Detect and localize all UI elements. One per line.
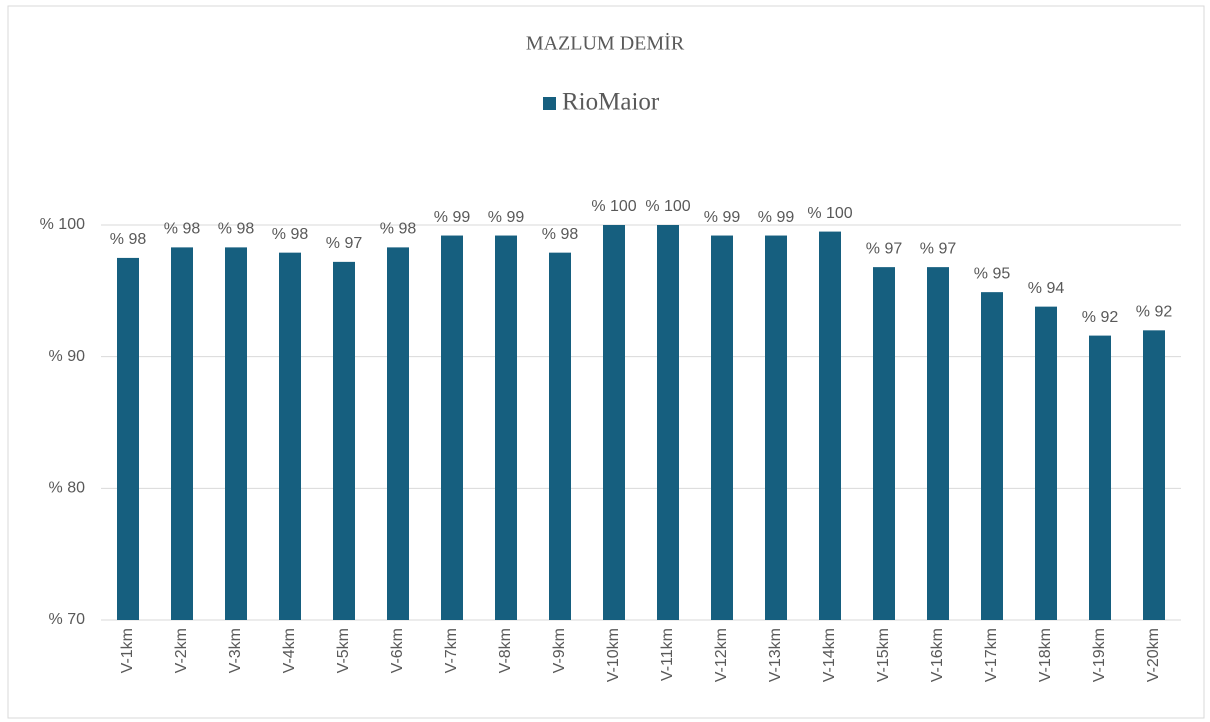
data-label: % 99 <box>488 209 525 226</box>
x-tick-label: V-11km <box>659 628 676 681</box>
x-tick-label: V-10km <box>605 628 622 682</box>
bar <box>765 235 787 621</box>
x-tick-label: V-9km <box>551 628 568 673</box>
data-label: % 97 <box>920 240 957 257</box>
bar <box>225 247 247 620</box>
x-tick-label: V-13km <box>767 628 784 682</box>
bar <box>1089 335 1111 620</box>
x-tick-label: V-1km <box>119 628 136 673</box>
data-label: % 100 <box>645 198 690 215</box>
x-tick-label: V-19km <box>1091 628 1108 682</box>
bar <box>1035 306 1057 620</box>
bar <box>981 292 1003 620</box>
y-tick-label: % 100 <box>40 216 85 233</box>
data-label: % 98 <box>218 221 255 238</box>
x-tick-label: V-3km <box>227 628 244 673</box>
data-label: % 98 <box>542 226 579 243</box>
chart-title: MAZLUM DEMİR <box>526 32 685 55</box>
x-tick-label: V-6km <box>389 628 406 673</box>
data-label: % 98 <box>380 221 417 238</box>
legend-label: RioMaior <box>562 89 660 116</box>
data-label: % 97 <box>326 235 363 252</box>
bar <box>711 235 733 621</box>
legend-swatch <box>543 97 556 110</box>
data-label: % 99 <box>704 209 741 226</box>
bar <box>495 235 517 621</box>
data-label: % 95 <box>974 265 1011 282</box>
bar <box>279 252 301 620</box>
data-label: % 99 <box>434 209 471 226</box>
x-tick-label: V-2km <box>173 628 190 673</box>
y-tick-label: % 80 <box>49 480 86 497</box>
x-tick-label: V-15km <box>875 628 892 682</box>
data-label: % 92 <box>1082 309 1119 326</box>
data-label: % 99 <box>758 209 795 226</box>
data-label: % 98 <box>110 231 147 248</box>
data-label: % 94 <box>1028 280 1065 297</box>
data-label: % 98 <box>164 221 201 238</box>
bar <box>387 247 409 620</box>
bar <box>117 257 139 620</box>
data-label: % 92 <box>1136 304 1173 321</box>
bar <box>819 231 841 621</box>
x-tick-label: V-16km <box>929 628 946 682</box>
data-label: % 100 <box>807 205 852 222</box>
x-tick-label: V-20km <box>1145 628 1162 682</box>
x-tick-label: V-12km <box>713 628 730 682</box>
bar <box>441 235 463 621</box>
y-tick-label: % 90 <box>49 348 86 365</box>
bar <box>873 267 895 620</box>
bar <box>1143 330 1165 620</box>
data-label: % 97 <box>866 240 903 257</box>
x-tick-label: V-18km <box>1037 628 1054 682</box>
x-tick-label: V-17km <box>983 628 1000 682</box>
bar <box>171 247 193 620</box>
bar <box>333 261 355 620</box>
data-label: % 98 <box>272 226 309 243</box>
bar <box>927 267 949 620</box>
bar <box>603 225 625 620</box>
x-tick-label: V-8km <box>497 628 514 673</box>
bar <box>657 225 679 620</box>
bar <box>549 252 571 620</box>
data-label: % 100 <box>591 198 636 215</box>
x-tick-label: V-14km <box>821 628 838 682</box>
x-tick-label: V-5km <box>335 628 352 673</box>
x-tick-label: V-4km <box>281 628 298 673</box>
y-tick-label: % 70 <box>49 611 86 628</box>
x-tick-label: V-7km <box>443 628 460 673</box>
